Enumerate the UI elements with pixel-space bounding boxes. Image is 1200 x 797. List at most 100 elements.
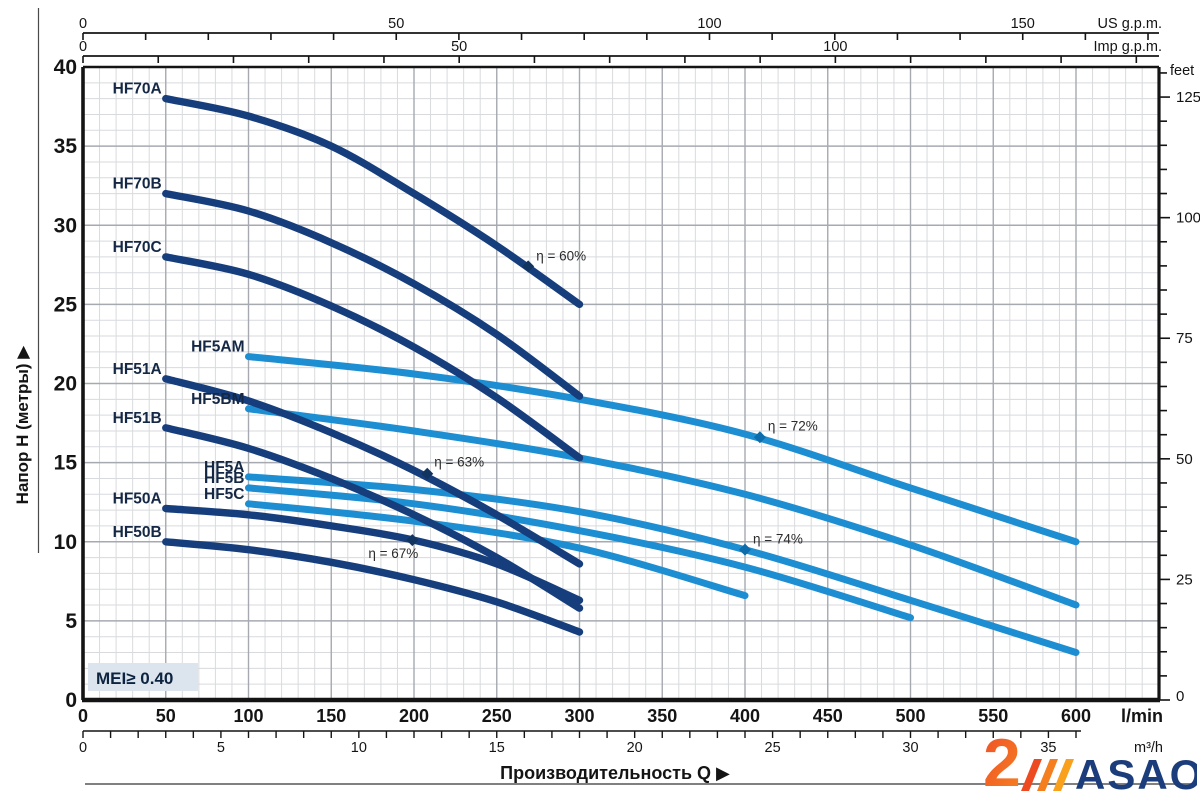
meters-tick-label: 10: [54, 531, 77, 554]
feet-tick-label: 100: [1176, 210, 1200, 227]
lmin-tick-label: 450: [813, 706, 843, 726]
m3h-tick-label: 5: [217, 740, 225, 756]
efficiency-point-HF51A: [421, 467, 434, 480]
efficiency-label: η = 67%: [368, 546, 418, 561]
lmin-tick-label: 100: [233, 706, 263, 726]
curve-HF5AM: [245, 353, 1080, 546]
m3h-tick-label: 30: [902, 740, 918, 756]
axis-feet: 0 25 50 75 100 125 feet: [1160, 63, 1200, 705]
meters-tick-label: 5: [65, 610, 77, 633]
m3h-tick-label: 20: [627, 740, 643, 756]
curve-label-HF70C: HF70C: [113, 239, 162, 256]
curve-HF5BM: [245, 405, 1080, 609]
curve-HF50A: [162, 504, 584, 604]
lmin-tick-label: 50: [156, 706, 176, 726]
curve-HF51B: [162, 424, 584, 612]
curve-labels: HF70A HF70B HF70C HF51A HF51B HF50A HF50B HF5AM…: [113, 81, 245, 541]
axis-m3h: 0 5 10 15 20 25 30 35 m³/h: [79, 730, 1163, 756]
efficiency-point-HF50A: [406, 534, 419, 547]
feet-tick-label: 0: [1176, 688, 1184, 705]
y-axis-title: Напор H (метры) ▶: [13, 345, 32, 505]
m3h-tick-label: 10: [351, 740, 367, 756]
curve-HF70A: [162, 94, 584, 309]
logo-stripe-2: [1037, 759, 1058, 791]
axis-meters: 0 5 10 15 20 25 30 35 40 Напор H (метры) ▶: [13, 56, 77, 712]
asao-logo-text: ASAO: [1075, 751, 1197, 797]
curve-label-HF5B: HF5B: [204, 470, 244, 487]
plot-border: [81, 65, 1161, 703]
curve-label-HF51B: HF51B: [113, 410, 162, 427]
curves: [162, 94, 1080, 656]
axis-imp-gpm-unit: Imp g.p.m.: [1094, 39, 1163, 55]
efficiency-label: η = 72%: [768, 418, 818, 433]
asao-logo: 2 ASAO: [983, 727, 1197, 797]
efficiency-point-HF70A: [522, 260, 535, 273]
curve-label-HF5C: HF5C: [204, 486, 244, 503]
m3h-tick-label: 15: [489, 740, 505, 756]
meters-tick-label: 40: [54, 56, 77, 79]
lmin-unit: l/min: [1121, 706, 1163, 726]
axis-imp-gpm: 0 50 100 Imp g.p.m.: [79, 39, 1162, 63]
mei-badge-text: MEI≥ 0.40: [96, 669, 173, 688]
axis-imp-gpm-tick-label: 0: [79, 39, 87, 55]
curve-HF5B: [245, 484, 914, 622]
m3h-unit: m³/h: [1134, 740, 1163, 756]
lmin-tick-label: 150: [316, 706, 346, 726]
feet-tick-label: 125: [1176, 89, 1200, 106]
curve-label-HF5AM: HF5AM: [191, 339, 244, 356]
curve-HF51A: [162, 375, 584, 568]
feet-tick-label: 25: [1176, 571, 1193, 588]
mei-badge-bg: [88, 663, 198, 691]
curve-HF70B: [162, 189, 584, 400]
m3h-tick-label: 35: [1040, 740, 1056, 756]
lmin-tick-label: 0: [78, 706, 88, 726]
curve-HF5C: [245, 500, 749, 600]
axis-us-gpm-tick-label: 100: [697, 16, 721, 32]
mei-badge: MEI≥ 0.40: [88, 663, 198, 691]
x-axis-title: Производительность Q ▶: [500, 763, 730, 783]
axis-imp-gpm-tick-label: 100: [823, 39, 847, 55]
curve-HF5A: [245, 473, 1080, 656]
lmin-tick-label: 550: [978, 706, 1008, 726]
efficiency-label: η = 63%: [434, 455, 484, 470]
lmin-tick-label: 300: [564, 706, 594, 726]
lmin-tick-label: 500: [895, 706, 925, 726]
efficiency-markers: η = 60% η = 63% η = 67% η = 72% η = 74%: [368, 248, 817, 561]
curve-label-HF50B: HF50B: [113, 524, 162, 541]
efficiency-label: η = 74%: [753, 532, 803, 547]
axis-imp-gpm-tick-label: 50: [451, 39, 467, 55]
m3h-tick-label: 25: [765, 740, 781, 756]
curve-HF70C: [162, 253, 584, 462]
meters-tick-label: 25: [54, 293, 78, 316]
axis-us-gpm-tick-label: 150: [1011, 16, 1035, 32]
curve-label-HF70B: HF70B: [113, 176, 162, 193]
meters-tick-label: 35: [54, 135, 78, 158]
logo-stripe-3: [1053, 759, 1074, 791]
efficiency-point-HF5A: [739, 543, 751, 556]
lmin-tick-label: 200: [399, 706, 429, 726]
asao-logo-mark: 2: [983, 727, 1074, 797]
axis-us-gpm-unit: US g.p.m.: [1098, 16, 1162, 32]
logo-stripe-1: [1021, 759, 1042, 791]
lmin-tick-label: 400: [730, 706, 760, 726]
curve-label-HF5A: HF5A: [204, 459, 244, 476]
meters-tick-label: 20: [54, 373, 77, 396]
m3h-tick-label: 0: [79, 740, 87, 756]
efficiency-label: η = 60%: [536, 248, 586, 263]
meters-tick-label: 0: [65, 689, 77, 712]
curve-HF50B: [162, 538, 584, 636]
feet-unit: feet: [1170, 63, 1194, 79]
logo-numeral-2: 2: [983, 727, 1021, 797]
feet-tick-label: 75: [1176, 330, 1193, 347]
curve-label-HF50A: HF50A: [113, 491, 162, 508]
efficiency-point-HF5AM: [753, 431, 766, 444]
feet-tick-label: 50: [1176, 451, 1193, 468]
meters-tick-label: 15: [54, 452, 78, 475]
lmin-tick-label: 350: [647, 706, 677, 726]
axis-lmin: 0 50 100 150 200 250 300 350 400 450 500 550 600 l/mi…: [78, 706, 1163, 726]
curve-label-HF5BM: HF5BM: [191, 391, 244, 408]
curve-label-HF51A: HF51A: [113, 361, 162, 378]
axis-us-gpm-tick-label: 50: [388, 16, 404, 32]
